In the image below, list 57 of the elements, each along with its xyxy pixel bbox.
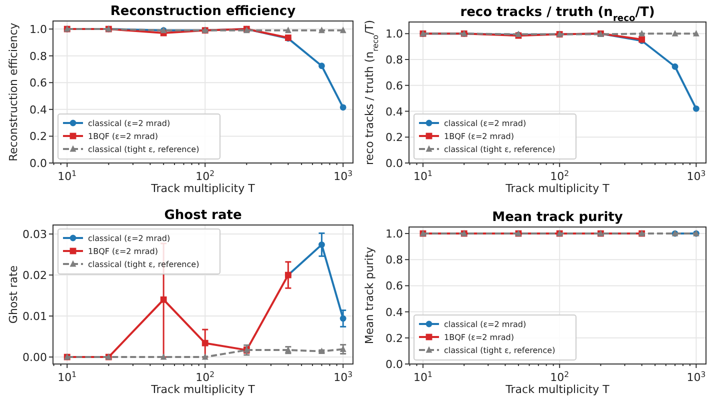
y-tick-label: 0.8 (386, 254, 403, 267)
x-tick-label: 10$^{2}$ (196, 168, 215, 183)
x-axis-title: Track multiplicity T (504, 383, 610, 396)
legend-label: classical (ε=2 mrad) (444, 320, 526, 329)
legend-label: classical (ε=2 mrad) (88, 234, 170, 243)
y-axis-title: Mean track purity (363, 246, 376, 344)
y-tick-label: 0.00 (22, 351, 47, 364)
y-axis-title: Ghost rate (7, 265, 20, 324)
chart-title: Ghost rate (164, 208, 242, 223)
x-axis-title: Track multiplicity T (504, 182, 610, 195)
y-tick-label: 0.0 (386, 157, 403, 170)
legend-label: 1BQF (ε=2 mrad) (444, 333, 514, 342)
y-tick-label: 0.2 (386, 131, 403, 144)
x-tick-label: 10$^{2}$ (550, 370, 570, 384)
y-tick-label: 0.2 (30, 130, 47, 144)
legend-label: classical (tight ε, reference) (88, 145, 200, 154)
chart-title: Reconstruction efficiency (110, 4, 296, 19)
legend-label: 1BQF (ε=2 mrad) (88, 247, 158, 256)
y-tick-label: 0.01 (22, 310, 47, 324)
legend-label: classical (ε=2 mrad) (444, 119, 526, 128)
x-tick-label: 10$^{3}$ (686, 168, 706, 183)
legend-label: classical (tight ε, reference) (88, 260, 200, 269)
y-tick-label: 0.0 (30, 157, 47, 170)
y-tick-label: 1.0 (386, 228, 403, 241)
y-tick-label: 1.0 (386, 28, 403, 41)
legend-label: 1BQF (ε=2 mrad) (88, 132, 158, 141)
x-axis-title: Track multiplicity T (150, 383, 256, 396)
y-tick-label: 0.6 (386, 79, 403, 92)
x-tick-label: 10$^{1}$ (414, 370, 433, 384)
legend-label: 1BQF (ε=2 mrad) (444, 132, 514, 141)
legend-label: classical (tight ε, reference) (444, 346, 556, 355)
legend-label: classical (tight ε, reference) (444, 145, 556, 154)
y-tick-label: 0.6 (30, 76, 47, 90)
y-tick-label: 0.02 (22, 269, 47, 282)
y-tick-label: 0.4 (386, 306, 403, 319)
y-tick-label: 0.03 (22, 228, 47, 242)
y-tick-label: 0.0 (386, 358, 403, 371)
x-axis-title: Track multiplicity T (150, 182, 256, 195)
x-tick-label: 10$^{1}$ (58, 370, 77, 384)
x-tick-label: 10$^{3}$ (334, 370, 353, 384)
legend-label: classical (ε=2 mrad) (88, 119, 170, 128)
x-tick-label: 10$^{2}$ (550, 168, 570, 183)
chart-title: Mean track purity (492, 210, 624, 225)
chart-title: reco tracks / truth (n$_{reco}$/T) (460, 5, 655, 24)
y-tick-label: 0.4 (30, 103, 47, 116)
x-tick-label: 10$^{3}$ (334, 168, 353, 183)
y-tick-label: 0.2 (386, 332, 403, 345)
y-tick-label: 0.6 (386, 280, 403, 293)
y-tick-label: 0.8 (386, 54, 403, 67)
x-tick-label: 10$^{2}$ (196, 370, 215, 384)
y-tick-label: 1.0 (30, 23, 47, 36)
x-tick-label: 10$^{1}$ (58, 168, 77, 183)
y-axis-title: Reconstruction efficiency (7, 22, 20, 162)
y-tick-label: 0.4 (386, 105, 403, 118)
y-tick-label: 0.8 (30, 50, 47, 63)
x-tick-label: 10$^{3}$ (686, 370, 706, 384)
x-tick-label: 10$^{1}$ (414, 168, 433, 183)
